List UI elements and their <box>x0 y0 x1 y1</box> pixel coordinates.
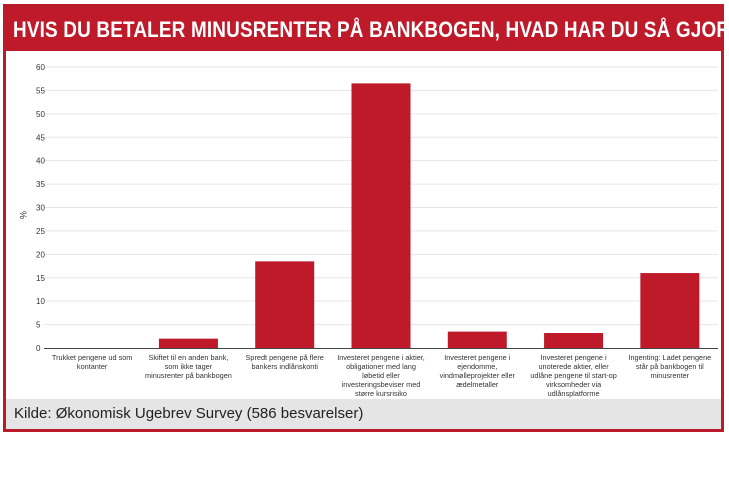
source-text: Kilde: Økonomisk Ugebrev Survey (586 bes… <box>14 405 364 422</box>
y-tick-label: 40 <box>36 157 45 166</box>
y-tick-label: 15 <box>36 274 45 283</box>
y-tick-label: 20 <box>36 250 45 259</box>
bar <box>447 331 507 348</box>
y-tick-label: 30 <box>36 204 45 213</box>
x-category-label: Investeret pengene i aktier, obligationer… <box>337 353 425 398</box>
bar <box>351 83 411 348</box>
x-category-label: Spredt pengene på flere bankers indlånsko… <box>246 353 324 371</box>
bar <box>544 333 604 348</box>
chart-title: HVIS DU BETALER MINUSRENTER PÅ BANKBOGEN… <box>13 17 729 42</box>
source-footer: Kilde: Økonomisk Ugebrev Survey (586 bes… <box>6 399 721 429</box>
x-category-label: Skiftet til en anden bank, som ikke tager… <box>145 353 232 380</box>
bar-chart: 0 5 10 15 20 25 30 35 40 45 50 55 60% Trukket pengene… <box>18 63 718 398</box>
x-category-label: Investeret pengene i ejendomme, vindmøllep… <box>440 353 516 389</box>
y-tick-label: 25 <box>36 227 45 236</box>
chart-frame: HVIS DU BETALER MINUSRENTER PÅ BANKBOGEN… <box>3 4 729 432</box>
bar <box>640 273 700 348</box>
bar <box>158 338 218 348</box>
x-category-label: Ingenting: Ladet pengene står på bankboge… <box>628 353 711 380</box>
x-category-label: Investeret pengene i unoterede aktier, el… <box>530 353 616 398</box>
y-tick-label: 5 <box>36 321 41 330</box>
y-tick-label: 45 <box>36 133 45 142</box>
y-tick-label: 0 <box>36 344 41 353</box>
y-tick-label: 60 <box>36 63 45 72</box>
bar <box>255 261 315 348</box>
y-tick-label: 10 <box>36 297 45 306</box>
y-axis-title: % <box>18 211 28 219</box>
y-tick-label: 55 <box>36 86 45 95</box>
title-bar: HVIS DU BETALER MINUSRENTER PÅ BANKBOGEN… <box>6 7 729 51</box>
y-tick-label: 35 <box>36 180 45 189</box>
x-category-label: Trukket pengene ud som kontanter <box>52 353 132 371</box>
y-tick-label: 50 <box>36 110 45 119</box>
